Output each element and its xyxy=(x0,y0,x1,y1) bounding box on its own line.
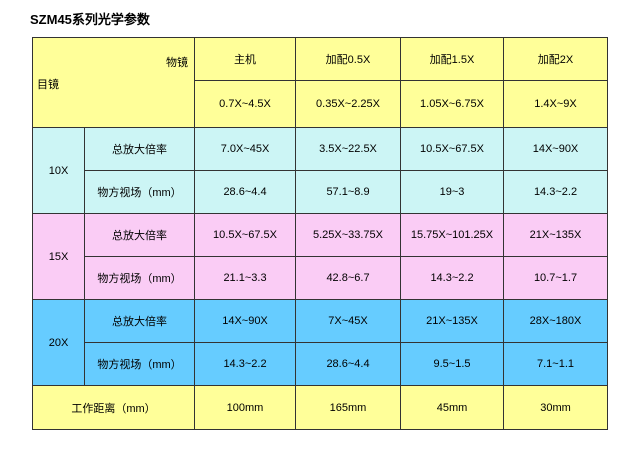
table-row: 20X 总放大倍率 14X~90X 7X~45X 21X~135X 28X~18… xyxy=(32,299,608,386)
column-header-1: 加配0.5X xyxy=(295,37,401,81)
table-header-range-row: 0.7X~4.5X 0.35X~2.25X 1.05X~6.75X 1.4X~9… xyxy=(33,80,608,128)
working-distance-row: 工作距离（mm） 100mm 165mm 45mm 30mm xyxy=(32,385,608,430)
param-label-20x-magnification: 总放大倍率 xyxy=(84,299,195,343)
cell-10x-fieldofview-3: 14.3~2.2 xyxy=(503,170,608,214)
column-range-0: 0.7X~4.5X xyxy=(194,80,296,128)
table-row: 15X 总放大倍率 10.5X~67.5X 5.25X~33.75X 15.75… xyxy=(32,213,608,300)
table-row: 物方视场（mm） 21.1~3.3 42.8~6.7 14.3~2.2 10.7… xyxy=(33,256,608,300)
cell-15x-fieldofview-3: 10.7~1.7 xyxy=(503,256,608,300)
column-range-3: 1.4X~9X xyxy=(503,80,608,128)
working-distance-label: 工作距离（mm） xyxy=(32,385,195,430)
param-label-20x-fieldofview: 物方视场（mm） xyxy=(84,342,195,386)
cell-10x-magnification-3: 14X~90X xyxy=(503,127,608,171)
cell-15x-fieldofview-1: 42.8~6.7 xyxy=(295,256,401,300)
cell-20x-magnification-3: 28X~180X xyxy=(503,299,608,343)
optical-parameters-table: 物镜 目镜 主机 加配0.5X 加配1.5X 加配2X 0.7X~4.5X 0.… xyxy=(32,37,608,430)
eyepiece-label-15x: 15X xyxy=(32,213,85,300)
cell-15x-magnification-2: 15.75X~101.25X xyxy=(400,213,504,257)
table-row: 物方视场（mm） 14.3~2.2 28.6~4.4 9.5~1.5 7.1~1… xyxy=(33,342,608,386)
column-range-2: 1.05X~6.75X xyxy=(400,80,504,128)
cell-20x-fieldofview-2: 9.5~1.5 xyxy=(400,342,504,386)
table-row: 物方视场（mm） 28.6~4.4 57.1~8.9 19~3 14.3~2.2 xyxy=(33,170,608,214)
param-label-10x-fieldofview: 物方视场（mm） xyxy=(84,170,195,214)
cell-20x-magnification-0: 14X~90X xyxy=(194,299,296,343)
cell-10x-magnification-1: 3.5X~22.5X xyxy=(295,127,401,171)
eyepiece-label-10x: 10X xyxy=(32,127,85,214)
working-distance-value-0: 100mm xyxy=(194,385,296,430)
cell-15x-fieldofview-2: 14.3~2.2 xyxy=(400,256,504,300)
column-header-0: 主机 xyxy=(194,37,296,81)
working-distance-value-3: 30mm xyxy=(503,385,608,430)
cell-10x-fieldofview-2: 19~3 xyxy=(400,170,504,214)
cell-10x-fieldofview-0: 28.6~4.4 xyxy=(194,170,296,214)
table-body: 物镜 目镜 主机 加配0.5X 加配1.5X 加配2X 0.7X~4.5X 0.… xyxy=(32,37,608,430)
eyepiece-axis-label: 目镜 xyxy=(37,79,59,91)
cell-20x-magnification-2: 21X~135X xyxy=(400,299,504,343)
working-distance-value-2: 45mm xyxy=(400,385,504,430)
cell-10x-fieldofview-1: 57.1~8.9 xyxy=(295,170,401,214)
cell-10x-magnification-0: 7.0X~45X xyxy=(194,127,296,171)
param-label-10x-magnification: 总放大倍率 xyxy=(84,127,195,171)
cell-15x-magnification-3: 21X~135X xyxy=(503,213,608,257)
column-header-2: 加配1.5X xyxy=(400,37,504,81)
table-row: 10X 总放大倍率 7.0X~45X 3.5X~22.5X 10.5X~67.5… xyxy=(32,127,608,214)
cell-15x-fieldofview-0: 21.1~3.3 xyxy=(194,256,296,300)
cell-20x-fieldofview-1: 28.6~4.4 xyxy=(295,342,401,386)
eyepiece-label-20x: 20X xyxy=(32,299,85,386)
objective-axis-label: 物镜 xyxy=(166,57,188,69)
cell-15x-magnification-0: 10.5X~67.5X xyxy=(194,213,296,257)
cell-20x-magnification-1: 7X~45X xyxy=(295,299,401,343)
corner-header-cell: 物镜 目镜 xyxy=(32,37,195,128)
cell-20x-fieldofview-3: 7.1~1.1 xyxy=(503,342,608,386)
column-range-1: 0.35X~2.25X xyxy=(295,80,401,128)
param-label-15x-fieldofview: 物方视场（mm） xyxy=(84,256,195,300)
cell-15x-magnification-1: 5.25X~33.75X xyxy=(295,213,401,257)
page-title: SZM45系列光学参数 xyxy=(30,12,150,27)
cell-20x-fieldofview-0: 14.3~2.2 xyxy=(194,342,296,386)
column-header-3: 加配2X xyxy=(503,37,608,81)
working-distance-value-1: 165mm xyxy=(295,385,401,430)
cell-10x-magnification-2: 10.5X~67.5X xyxy=(400,127,504,171)
table-header-row: 物镜 目镜 主机 加配0.5X 加配1.5X 加配2X xyxy=(32,37,608,128)
param-label-15x-magnification: 总放大倍率 xyxy=(84,213,195,257)
